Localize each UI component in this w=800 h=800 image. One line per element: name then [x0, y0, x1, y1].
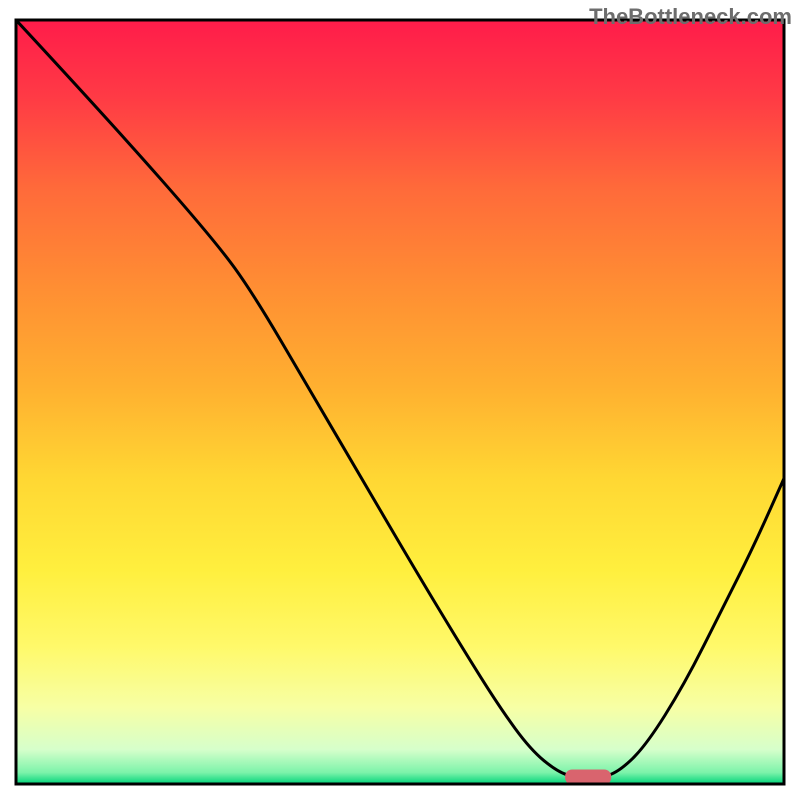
watermark-text: TheBottleneck.com — [589, 4, 792, 30]
optimum-marker — [565, 769, 611, 784]
chart-svg — [0, 0, 800, 800]
chart-stage: TheBottleneck.com — [0, 0, 800, 800]
chart-background — [16, 20, 784, 784]
